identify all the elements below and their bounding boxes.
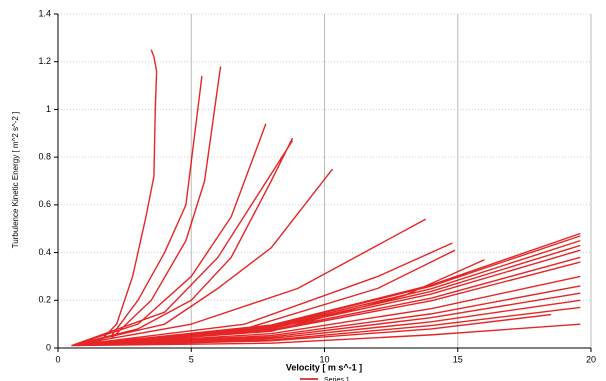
- y-tick-label: 0.2: [38, 295, 51, 305]
- x-tick-label: 0: [55, 354, 60, 364]
- y-tick-label: 0: [46, 342, 51, 352]
- x-tick-label: 10: [319, 354, 329, 364]
- y-tick-label: 1: [46, 104, 51, 114]
- y-tick-label: 1.2: [38, 56, 51, 66]
- y-tick-label: 1.4: [38, 8, 51, 18]
- y-tick-label: 0.4: [38, 247, 51, 257]
- y-axis-label: Turbulence Kinetic Energy [ m^2 s^-2 ]: [11, 112, 20, 249]
- y-tick-label: 0.8: [38, 152, 51, 162]
- legend-label: Series 1: [324, 377, 350, 381]
- series-line: [71, 49, 581, 347]
- x-tick-label: 20: [586, 354, 596, 364]
- y-tick-label: 0.6: [38, 199, 51, 209]
- x-tick-label: 5: [189, 354, 194, 364]
- x-axis-label: Velocity [ m s^-1 ]: [286, 362, 362, 372]
- x-tick-label: 15: [453, 354, 463, 364]
